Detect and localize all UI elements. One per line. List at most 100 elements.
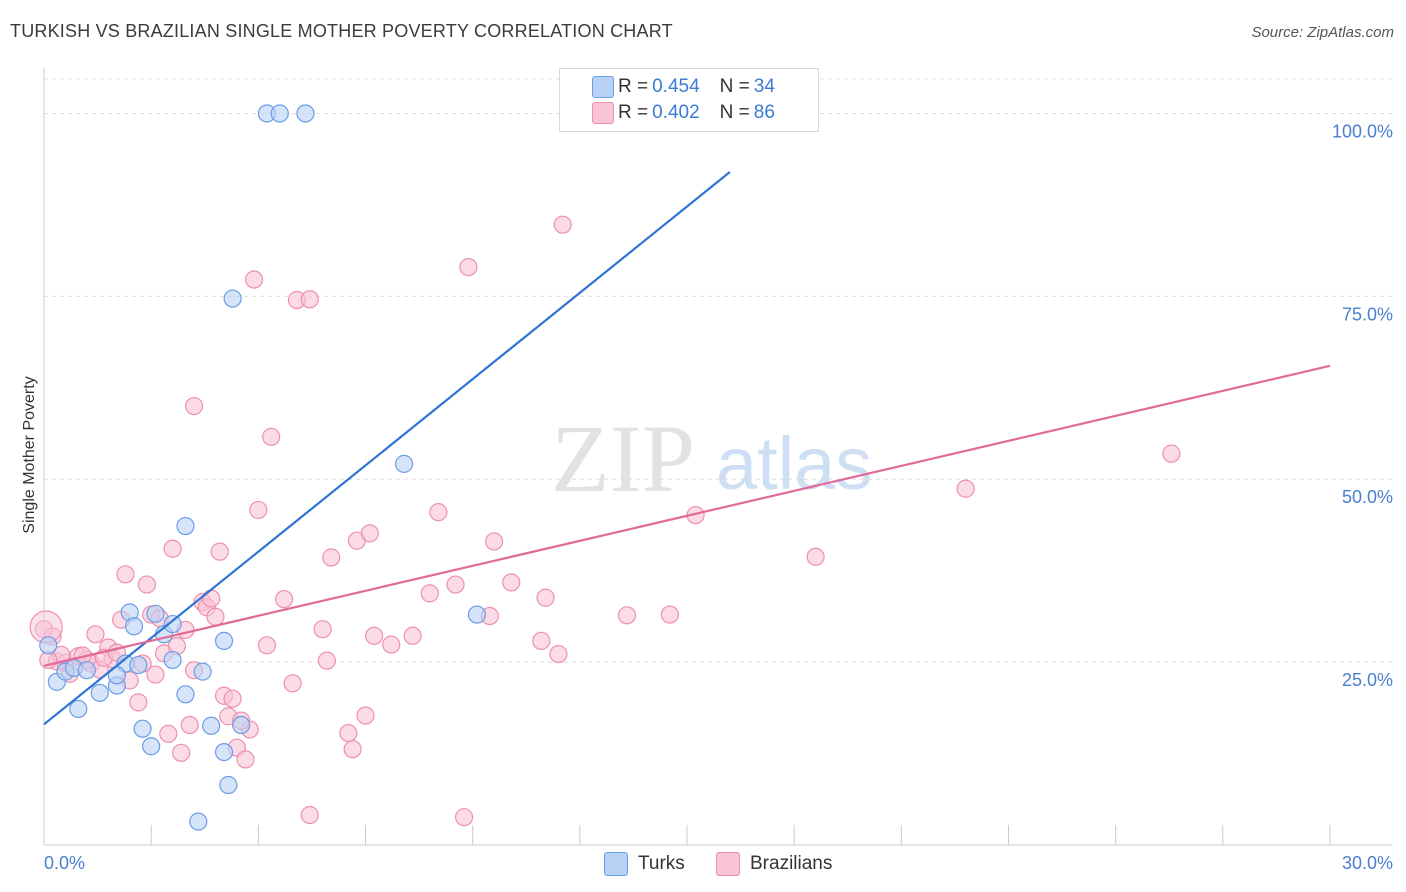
brazilians-point xyxy=(356,706,375,725)
brazilians-point xyxy=(536,588,555,607)
brazilians-point xyxy=(249,500,268,520)
brazilians-point xyxy=(180,715,199,735)
brazilians-point xyxy=(1162,444,1181,463)
turks-r-value: 0.454 xyxy=(652,76,700,97)
brazilians-point xyxy=(184,396,204,416)
turks-point xyxy=(214,742,234,762)
brazilians-point xyxy=(660,605,679,624)
axes xyxy=(43,68,1392,846)
x-tick-label: 0.0% xyxy=(44,853,85,873)
brazilians-point xyxy=(159,724,178,743)
brazilians-trend-line xyxy=(43,364,1331,667)
brazilians-point xyxy=(343,740,362,759)
turks-point xyxy=(163,650,182,670)
brazilians-point xyxy=(420,584,439,603)
brazilians-point xyxy=(339,723,358,743)
turks-point xyxy=(394,454,414,473)
brazilians-point xyxy=(806,547,825,566)
brazilians-point xyxy=(956,479,975,498)
turks-point xyxy=(176,685,195,704)
stats-legend: R = 0.454 N = 34 R = 0.402 N = 86 xyxy=(559,68,819,132)
y-tick-label: 25.0% xyxy=(1342,670,1393,690)
legend-item-turks: Turks xyxy=(604,852,685,876)
brazilians-point xyxy=(202,589,221,608)
turks-point xyxy=(146,604,165,623)
brazilians-point xyxy=(116,565,135,584)
brazilians-point xyxy=(86,625,105,644)
turks-point xyxy=(176,516,195,536)
brazilians-n-value: 86 xyxy=(753,102,775,123)
brazilians-point xyxy=(429,503,448,522)
turks-point xyxy=(223,289,242,308)
turks-point xyxy=(163,614,182,634)
legend-row-turks: R = 0.454 N = 34 xyxy=(592,75,775,99)
brazilians-point xyxy=(274,590,294,609)
brazilians-point xyxy=(532,631,551,651)
turks-point xyxy=(129,655,148,675)
turks-point xyxy=(296,104,315,123)
brazilians-point xyxy=(300,805,319,825)
brazilians-point xyxy=(322,548,341,567)
chart-title: TURKISH VS BRAZILIAN SINGLE MOTHER POVER… xyxy=(10,21,673,41)
brazilians-point xyxy=(283,674,302,693)
watermark-zip: ZIP xyxy=(551,405,695,512)
brazilians-point xyxy=(446,575,465,594)
brazilians-n-label: N = xyxy=(719,102,750,123)
turks-point xyxy=(69,699,88,719)
turks-point xyxy=(193,662,212,681)
brazilians-point xyxy=(257,636,277,655)
brazilians-point xyxy=(236,750,255,769)
brazilians-point xyxy=(549,644,568,664)
y-tick-label: 100.0% xyxy=(1332,121,1393,141)
brazilians-point xyxy=(364,626,384,645)
brazilians-point xyxy=(300,290,319,309)
turks-trend-line xyxy=(43,171,731,726)
turks-point xyxy=(214,631,234,651)
turks-swatch xyxy=(592,76,614,98)
turks-points xyxy=(39,104,487,831)
turks-legend-label: Turks xyxy=(638,853,685,874)
brazilians-point xyxy=(360,524,379,543)
turks-point xyxy=(467,605,487,624)
brazilians-point xyxy=(210,542,229,561)
brazilians-legend-swatch xyxy=(716,852,740,876)
turks-point xyxy=(232,715,251,735)
y-tick-label: 50.0% xyxy=(1342,487,1393,507)
brazilians-point xyxy=(502,573,521,592)
turks-point xyxy=(219,775,238,795)
watermark-atlas: atlas xyxy=(716,422,872,505)
brazilians-point xyxy=(459,257,478,277)
brazilians-point xyxy=(244,270,264,289)
brazilians-point xyxy=(553,215,572,234)
brazilians-point xyxy=(382,635,401,654)
turks-point xyxy=(90,683,109,702)
brazilians-point xyxy=(137,575,156,594)
turks-point xyxy=(133,719,152,738)
trend-lines xyxy=(43,171,1331,726)
turks-legend-swatch xyxy=(604,852,628,876)
turks-point xyxy=(202,716,221,735)
legend-item-brazilians: Brazilians xyxy=(716,852,832,876)
legend-row-brazilians: R = 0.402 N = 86 xyxy=(592,101,775,125)
turks-point xyxy=(39,636,58,655)
turks-point xyxy=(77,661,96,680)
x-tick-label: 30.0% xyxy=(1342,853,1393,873)
brazilians-point xyxy=(313,620,332,639)
source-label: Source: ZipAtlas.com xyxy=(1251,24,1394,41)
turks-point xyxy=(270,104,289,123)
turks-n-value: 34 xyxy=(753,76,775,97)
brazilians-point xyxy=(223,689,242,708)
brazilians-point xyxy=(129,693,148,712)
brazilians-r-label: R = xyxy=(618,102,649,123)
turks-point xyxy=(124,617,144,636)
brazilians-point xyxy=(172,743,191,762)
brazilians-swatch xyxy=(592,102,614,124)
y-tick-label: 75.0% xyxy=(1342,304,1393,324)
turks-r-label: R = xyxy=(618,76,649,97)
brazilians-point xyxy=(206,607,225,626)
brazilians-point xyxy=(146,665,165,684)
turks-point xyxy=(189,812,208,831)
brazilians-point xyxy=(617,606,637,625)
brazilians-point xyxy=(403,626,422,645)
